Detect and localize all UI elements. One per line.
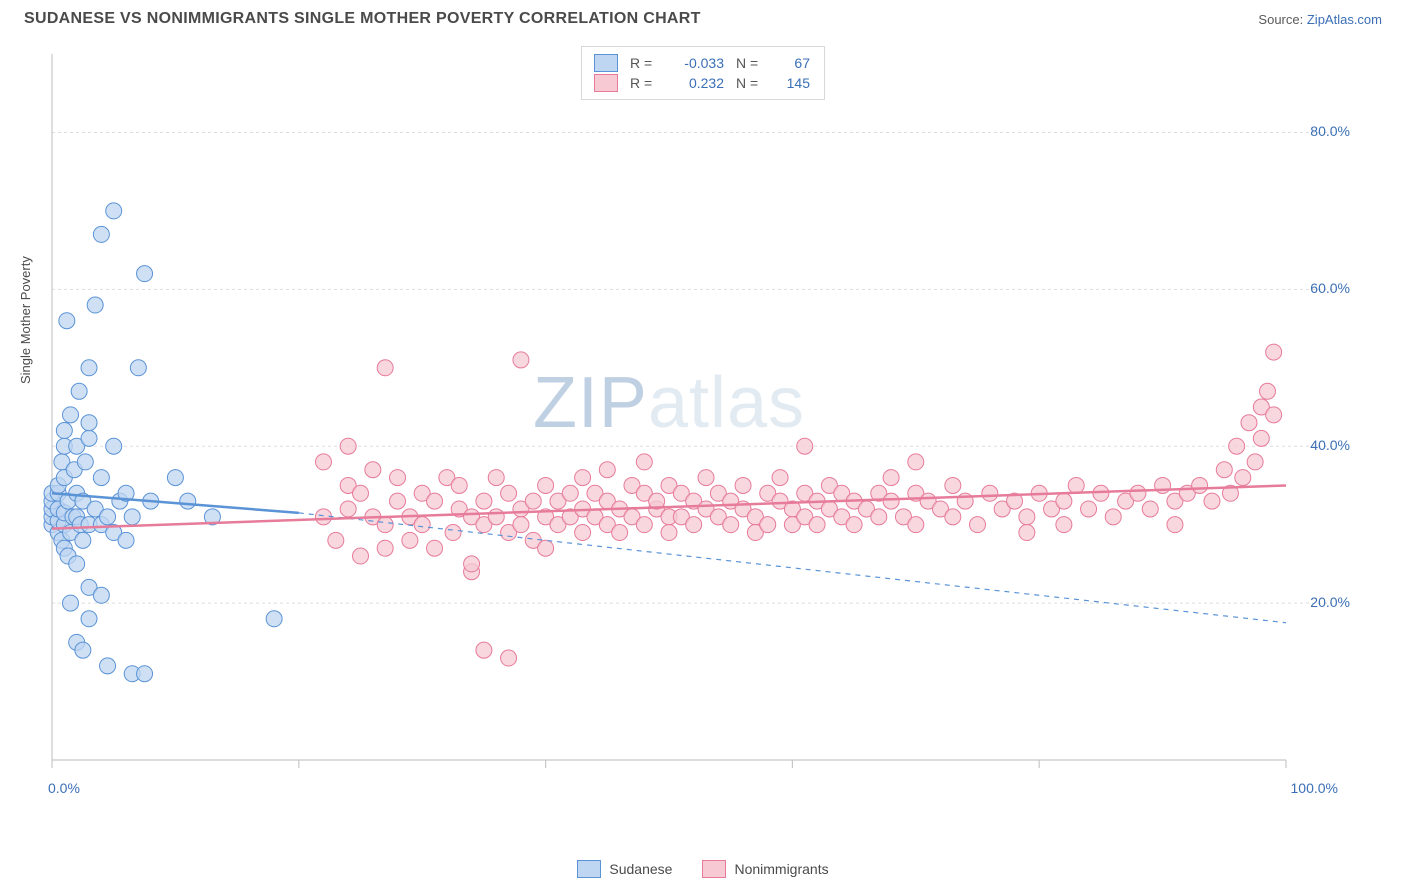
swatch-sudanese [594,54,618,72]
swatch-nonimmigrants-icon [702,860,726,878]
legend-label-nonimmigrants: Nonimmigrants [734,861,828,877]
series-legend: Sudanese Nonimmigrants [0,860,1406,878]
n-value-sudanese: 67 [774,53,810,73]
n-label: N = [736,73,762,93]
source-prefix: Source: [1258,12,1303,27]
svg-text:ZIPatlas: ZIPatlas [533,363,805,443]
legend-item-sudanese: Sudanese [577,860,672,878]
y-tick-label: 40.0% [1310,437,1350,453]
x-axis-max-label: 100.0% [1291,780,1338,796]
y-tick-label: 60.0% [1310,280,1350,296]
r-label: R = [630,53,656,73]
legend-row-nonimmigrants: R = 0.232 N = 145 [594,73,810,93]
correlation-legend: R = -0.033 N = 67 R = 0.232 N = 145 [581,46,825,100]
n-label: N = [736,53,762,73]
page-title: SUDANESE VS NONIMMIGRANTS SINGLE MOTHER … [24,10,701,28]
y-axis-label: Single Mother Poverty [18,256,33,384]
y-tick-label: 80.0% [1310,123,1350,139]
x-axis-min-label: 0.0% [48,780,80,796]
y-tick-label: 20.0% [1310,594,1350,610]
source-label: Source: ZipAtlas.com [1258,12,1382,27]
swatch-nonimmigrants [594,74,618,92]
r-value-sudanese: -0.033 [668,53,724,73]
swatch-sudanese-icon [577,860,601,878]
legend-row-sudanese: R = -0.033 N = 67 [594,53,810,73]
r-label: R = [630,73,656,93]
r-value-nonimmigrants: 0.232 [668,73,724,93]
legend-label-sudanese: Sudanese [609,861,672,877]
n-value-nonimmigrants: 145 [774,73,810,93]
scatter-chart: ZIPatlas [24,44,1334,814]
legend-item-nonimmigrants: Nonimmigrants [702,860,828,878]
chart-container: Single Mother Poverty R = -0.033 N = 67 … [24,44,1382,852]
source-link[interactable]: ZipAtlas.com [1307,12,1382,27]
